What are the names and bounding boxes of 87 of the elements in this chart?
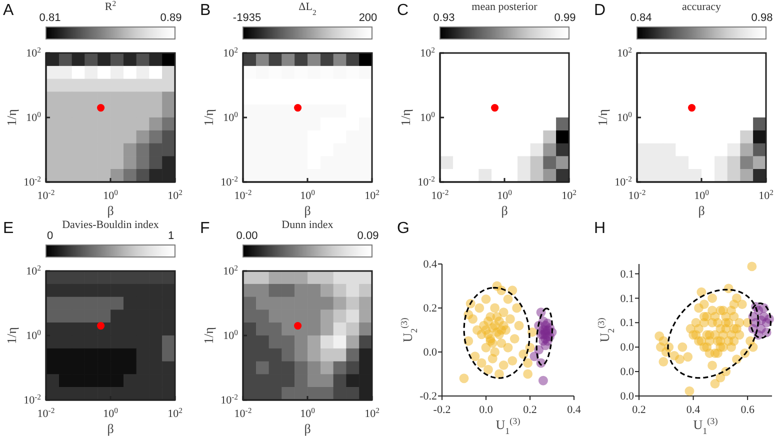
- chart-title: B: [200, 2, 211, 19]
- x-tick-label: 10$^{0}$: [300, 405, 316, 420]
- chart-title: G: [397, 220, 410, 237]
- x-tick-label: 10$^{0}$: [300, 187, 316, 202]
- x-tick-label: 10$^{0}$: [103, 187, 118, 202]
- x-tick-label: 10$^{2}$: [364, 187, 380, 202]
- x-tick-label: 10$^{2}$: [758, 187, 774, 202]
- y-tick-label: 0.0: [620, 390, 634, 403]
- x-tick-label: -0.2: [433, 404, 451, 416]
- x-tick-label: 10$^{2}$: [168, 187, 183, 202]
- y-tick-label: 0.2: [423, 302, 437, 315]
- y-tick-label: 10$^{2}$: [26, 263, 42, 278]
- y-tick-label: 10$^{-2}$: [418, 174, 436, 189]
- y-tick-label: 0.0: [620, 342, 634, 354]
- x-axis-title: β: [304, 421, 312, 436]
- color-bar-title: Davies-Bouldin index: [62, 219, 160, 231]
- y-tick-label: 10$^{0}$: [26, 110, 42, 124]
- y-axis-title: 1/η: [4, 108, 19, 126]
- color-bar-title: ΔL$_{2}$: [298, 1, 316, 16]
- color-bar-label: 1: [168, 230, 174, 242]
- color-bar-label: 0.93: [433, 12, 455, 24]
- x-tick-label: 10$^{-2}$: [234, 405, 252, 420]
- x-tick-label: 0.2: [632, 404, 646, 416]
- color-bar-label: 200: [358, 12, 378, 24]
- chart-title: E: [3, 220, 14, 237]
- color-bar-label: 0.09: [357, 230, 379, 242]
- y-axis-title: 1/η: [201, 108, 216, 126]
- y-tick-label: 10$^{2}$: [420, 45, 436, 60]
- y-tick-label: -0.2: [420, 390, 437, 403]
- y-tick-label: 0.1: [620, 317, 634, 330]
- y-tick-label: 10$^{0}$: [223, 110, 238, 124]
- x-tick-label: 10$^{-2}$: [234, 187, 252, 202]
- x-tick-label: 10$^{2}$: [168, 405, 183, 420]
- x-axis-title: β: [304, 203, 312, 218]
- color-bar-label: 0: [46, 230, 54, 242]
- y-tick-label: 10$^{2}$: [223, 45, 238, 60]
- x-tick-label: 0.4: [567, 404, 582, 416]
- color-bar-label: -1935: [232, 12, 262, 24]
- x-tick-label: 0.4: [686, 404, 701, 416]
- x-axis-title: β: [107, 421, 114, 436]
- color-bar-label: 0.81: [39, 12, 61, 24]
- color-bar-label: 0.99: [554, 12, 576, 24]
- y-tick-label: 10$^{0}$: [420, 110, 436, 124]
- chart-title: F: [200, 220, 210, 237]
- x-axis-title: β: [107, 203, 114, 218]
- color-bar-title: accuracy: [682, 1, 722, 13]
- y-tick-label: 10$^{2}$: [617, 45, 632, 60]
- y-axis-title: 1/η: [201, 326, 216, 344]
- x-tick-label: 10$^{-2}$: [37, 187, 55, 202]
- x-tick-label: 10$^{2}$: [364, 405, 380, 420]
- y-tick-label: 10$^{-2}$: [24, 174, 42, 189]
- x-tick-label: 10$^{-2}$: [37, 405, 55, 420]
- y-axis-title: 1/η: [4, 326, 19, 344]
- x-tick-label: 0.2: [523, 404, 537, 416]
- y-tick-label: 10$^{2}$: [223, 263, 238, 278]
- y-tick-label: 10$^{-2}$: [220, 174, 238, 189]
- y-tick-label: 10$^{0}$: [26, 328, 42, 342]
- y-tick-label: 0.0: [620, 366, 634, 378]
- chart-title: H: [594, 220, 606, 237]
- x-tick-label: 10$^{0}$: [694, 187, 710, 202]
- color-bar-label: 0.00: [236, 230, 258, 242]
- color-bar-label: 0.89: [160, 12, 182, 24]
- x-tick-label: 10$^{2}$: [562, 187, 577, 202]
- color-bar-label: 0.98: [751, 12, 773, 24]
- color-bar-title: mean posterior: [472, 1, 538, 13]
- y-tick-label: 10$^{0}$: [617, 110, 632, 124]
- x-tick-label: 0.6: [740, 404, 755, 416]
- chart-title: A: [3, 2, 14, 19]
- y-tick-label: 0.0: [423, 346, 438, 359]
- x-axis-title: β: [698, 203, 706, 218]
- y-tick-label: 10$^{-2}$: [614, 174, 632, 189]
- y-axis-title: 1/η: [398, 108, 413, 126]
- y-tick-label: 0.1: [620, 268, 634, 280]
- x-tick-label: 10$^{0}$: [103, 405, 118, 420]
- y-tick-label: 0.1: [620, 292, 634, 305]
- color-bar-title: Dunn index: [282, 219, 334, 231]
- color-bar-label: 0.84: [630, 12, 652, 24]
- x-tick-label: 0.0: [479, 404, 494, 416]
- y-axis-title: 1/η: [595, 108, 610, 126]
- y-tick-label: 10$^{0}$: [223, 328, 238, 342]
- color-bar-title: R$^{2}$: [104, 0, 116, 13]
- y-tick-label: 0.4: [423, 258, 438, 271]
- x-axis-title: β: [501, 203, 508, 218]
- x-tick-label: 10$^{0}$: [497, 187, 512, 202]
- chart-title: D: [594, 2, 606, 19]
- chart-title: C: [397, 2, 409, 19]
- y-tick-label: 10$^{2}$: [26, 45, 42, 60]
